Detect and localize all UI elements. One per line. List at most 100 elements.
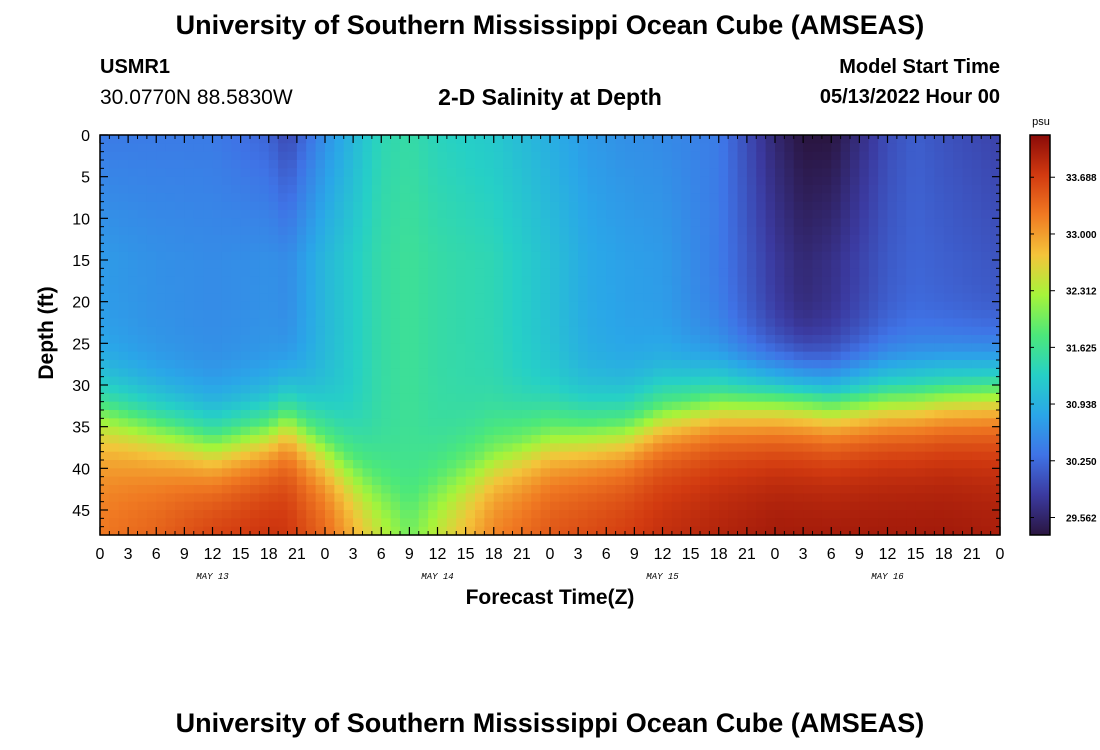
heatmap-cell (240, 326, 251, 336)
heatmap-cell (137, 151, 148, 161)
heatmap-cell (362, 285, 373, 294)
heatmap-cell (428, 368, 439, 378)
heatmap-cell (353, 468, 364, 478)
heatmap-cell (512, 201, 523, 211)
heatmap-cell (325, 393, 335, 403)
heatmap-cell (250, 360, 260, 369)
heatmap-cell (334, 501, 345, 511)
heatmap-cell (943, 285, 954, 294)
heatmap-cell (765, 418, 776, 428)
heatmap-cell (240, 468, 251, 478)
heatmap-cell (737, 510, 748, 519)
heatmap-cell (878, 518, 889, 528)
heatmap-cell (203, 401, 214, 411)
heatmap-cell (812, 410, 823, 419)
heatmap-cell (709, 243, 720, 253)
heatmap-cell (315, 276, 326, 286)
heatmap-cell (371, 468, 382, 478)
heatmap-cell (765, 226, 776, 236)
heatmap-cell (203, 310, 214, 319)
heatmap-cell (203, 460, 214, 469)
heatmap-cell (728, 168, 739, 178)
heatmap-cell (250, 326, 260, 336)
heatmap-cell (746, 393, 757, 403)
heatmap-cell (784, 360, 795, 369)
heatmap-cell (700, 185, 710, 194)
heatmap-cell (671, 260, 682, 269)
heatmap-cell (700, 435, 710, 444)
heatmap-cell (146, 451, 157, 461)
heatmap-cell (700, 485, 710, 494)
heatmap-cell (606, 351, 617, 361)
heatmap-cell (606, 193, 617, 203)
heatmap-cell (934, 243, 945, 253)
heatmap-cell (306, 418, 317, 428)
heatmap-cell (953, 443, 964, 453)
heatmap-cell (175, 368, 185, 378)
heatmap-cell (203, 235, 214, 244)
heatmap-cell (137, 501, 148, 511)
heatmap-cell (953, 135, 964, 144)
heatmap-cell (765, 251, 776, 261)
heatmap-cell (615, 135, 626, 144)
heatmap-cell (737, 368, 748, 378)
heatmap-cell (915, 293, 926, 303)
heatmap-cell (409, 235, 420, 244)
heatmap-cell (400, 501, 410, 511)
heatmap-cell (568, 310, 579, 319)
heatmap-cell (418, 201, 429, 211)
heatmap-cell (859, 410, 870, 419)
heatmap-cell (521, 235, 532, 244)
heatmap-cell (128, 193, 139, 203)
heatmap-cell (278, 176, 289, 186)
heatmap-cell (587, 293, 598, 303)
heatmap-cell (662, 410, 673, 419)
heatmap-cell (325, 343, 335, 353)
heatmap-cell (428, 460, 439, 469)
heatmap-cell (446, 460, 457, 469)
heatmap-cell (671, 510, 682, 519)
heatmap-cell (512, 210, 523, 219)
heatmap-cell (831, 285, 842, 294)
heatmap-cell (456, 401, 467, 411)
heatmap-cell (428, 485, 439, 494)
heatmap-cell (268, 360, 279, 369)
heatmap-cell (512, 426, 523, 436)
heatmap-cell (446, 318, 457, 328)
heatmap-cell (371, 293, 382, 303)
heatmap-cell (231, 268, 242, 278)
heatmap-cell (456, 185, 467, 194)
heatmap-cell (100, 385, 110, 394)
heatmap-cell (221, 418, 232, 428)
heatmap-cell (353, 268, 364, 278)
heatmap-cell (137, 410, 148, 419)
heatmap-cell (775, 310, 785, 319)
heatmap-cell (784, 510, 795, 519)
heatmap-cell (156, 526, 167, 536)
heatmap-cell (503, 235, 514, 244)
heatmap-cell (550, 193, 560, 203)
heatmap-cell (943, 485, 954, 494)
heatmap-cell (887, 168, 898, 178)
heatmap-cell (203, 293, 214, 303)
heatmap-cell (568, 326, 579, 336)
heatmap-cell (512, 260, 523, 269)
heatmap-cell (756, 376, 767, 386)
heatmap-cell (128, 268, 139, 278)
heatmap-cell (925, 168, 935, 178)
heatmap-cell (718, 301, 729, 311)
heatmap-cell (746, 260, 757, 269)
heatmap-cell (184, 460, 195, 469)
heatmap-cell (737, 151, 748, 161)
heatmap-cell (737, 518, 748, 528)
day-label: MAY 15 (646, 572, 679, 582)
heatmap-cell (193, 435, 204, 444)
heatmap-cell (418, 468, 429, 478)
heatmap-cell (775, 185, 785, 194)
heatmap-cell (353, 410, 364, 419)
heatmap-cell (428, 143, 439, 153)
heatmap-cell (146, 243, 157, 253)
heatmap-cell (221, 218, 232, 228)
heatmap-cell (475, 193, 485, 203)
heatmap-cell (653, 160, 664, 169)
